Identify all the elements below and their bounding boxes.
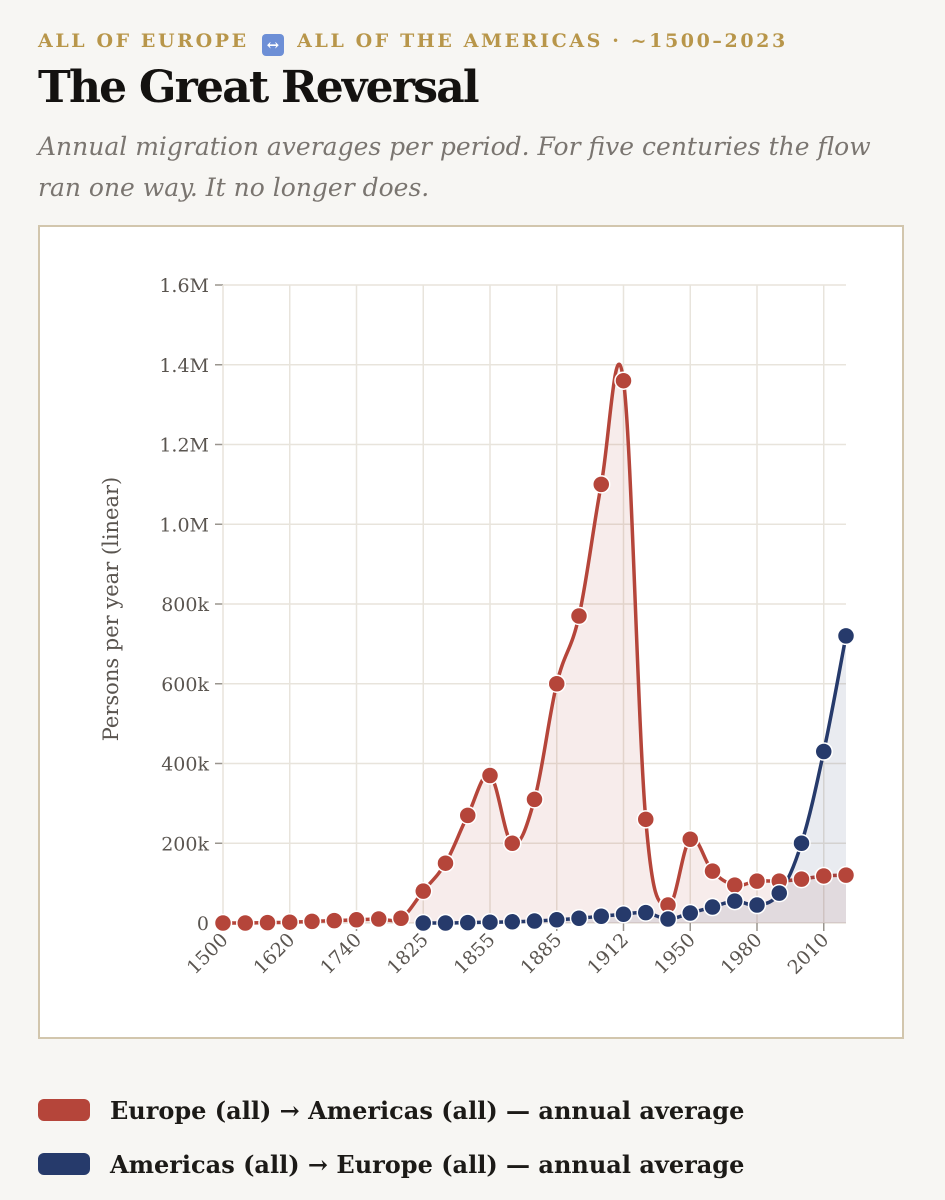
page-title: The Great Reversal xyxy=(38,62,480,113)
data-point-0 xyxy=(458,806,477,825)
data-point-0 xyxy=(681,830,700,849)
data-point-0 xyxy=(792,869,811,889)
x-tick-label: 1855 xyxy=(450,929,500,979)
data-point-1 xyxy=(658,909,678,929)
legend-item-americas-to-europe[interactable]: Americas (all) → Europe (all) — annual a… xyxy=(38,1146,744,1182)
y-tick-label: 0 xyxy=(197,913,209,935)
x-tick-label: 1500 xyxy=(183,929,233,979)
y-tick-label: 600k xyxy=(161,674,209,696)
data-point-0 xyxy=(725,875,744,895)
data-point-1 xyxy=(814,742,833,761)
left-right-arrow-icon: ↔ xyxy=(261,34,284,56)
legend-swatch-europe-to-americas xyxy=(38,1099,90,1121)
data-point-1 xyxy=(725,891,744,911)
data-point-1 xyxy=(525,911,544,931)
data-point-1 xyxy=(503,912,522,932)
data-point-1 xyxy=(636,903,655,922)
x-tick-label: 1885 xyxy=(517,929,567,979)
page-subtitle: Annual migration averages per period. Fo… xyxy=(38,132,871,202)
data-point-0 xyxy=(636,810,655,829)
y-tick-label: 200k xyxy=(161,833,209,855)
y-tick-label: 400k xyxy=(161,754,209,776)
legend-label: Europe (all) → Americas (all) — annual a… xyxy=(110,1095,745,1125)
data-point-1 xyxy=(547,910,566,930)
kicker-right: ALL OF THE AMERICAS · ~1500–2023 xyxy=(297,30,788,52)
x-tick-label: 1912 xyxy=(583,929,633,979)
x-tick-label: 1950 xyxy=(650,929,700,979)
data-point-1 xyxy=(569,908,589,928)
y-tick-label: 1.2M xyxy=(159,435,209,457)
legend-item-europe-to-americas[interactable]: Europe (all) → Americas (all) — annual a… xyxy=(38,1092,744,1128)
data-point-1 xyxy=(436,913,455,933)
data-point-0 xyxy=(213,913,233,933)
data-point-1 xyxy=(747,895,767,915)
y-tick-label: 800k xyxy=(161,594,209,616)
data-point-0 xyxy=(547,674,566,693)
data-point-0 xyxy=(347,910,366,930)
x-tick-label: 1620 xyxy=(250,929,300,979)
data-point-1 xyxy=(836,626,856,646)
data-point-1 xyxy=(458,913,477,932)
data-point-0 xyxy=(369,909,388,929)
legend-swatch-americas-to-europe xyxy=(38,1153,90,1175)
x-tick-label: 1980 xyxy=(717,929,767,979)
data-point-1 xyxy=(770,883,789,903)
y-axis-label: Persons per year (linear) xyxy=(99,477,123,742)
data-point-0 xyxy=(503,834,522,853)
data-point-0 xyxy=(436,853,455,873)
x-tick-label: 1740 xyxy=(316,929,366,979)
data-point-1 xyxy=(592,906,611,926)
data-point-1 xyxy=(480,912,500,932)
chart-container: 0 200k 400k 600k 800k 1.0M 1.2M 1.4M 1.6M 1500 162… xyxy=(38,225,904,1039)
legend-label: Americas (all) → Europe (all) — annual a… xyxy=(110,1149,745,1179)
data-point-1 xyxy=(414,913,433,933)
x-tick-label: 2010 xyxy=(784,929,834,979)
y-tick-label: 1.4M xyxy=(159,355,209,377)
data-point-0 xyxy=(258,913,277,932)
data-point-1 xyxy=(703,897,722,917)
data-point-0 xyxy=(747,871,767,891)
data-point-0 xyxy=(836,865,856,885)
data-point-0 xyxy=(814,866,833,886)
series-area-1 xyxy=(423,635,846,924)
data-point-0 xyxy=(703,861,722,881)
data-point-0 xyxy=(302,912,322,931)
data-point-0 xyxy=(569,606,589,626)
legend: Europe (all) → Americas (all) — annual a… xyxy=(38,1092,744,1200)
migration-line-chart: 0 200k 400k 600k 800k 1.0M 1.2M 1.4M 1.6M 1500 162… xyxy=(99,275,856,979)
data-point-0 xyxy=(236,913,255,933)
data-point-0 xyxy=(280,912,299,932)
kicker-left: ALL OF EUROPE xyxy=(38,30,249,52)
data-point-0 xyxy=(525,790,544,809)
data-point-0 xyxy=(325,911,344,930)
data-point-1 xyxy=(681,903,700,923)
data-point-1 xyxy=(792,834,811,853)
kicker: ALL OF EUROPE ↔ ALL OF THE AMERICAS · ~1… xyxy=(38,30,788,56)
data-point-0 xyxy=(391,908,411,928)
data-point-1 xyxy=(614,904,633,924)
y-tick-label: 1.0M xyxy=(159,514,209,536)
data-point-0 xyxy=(592,475,611,494)
data-point-0 xyxy=(480,766,500,785)
data-point-0 xyxy=(414,881,433,901)
data-point-0 xyxy=(614,371,633,390)
y-tick-label: 1.6M xyxy=(159,275,209,297)
series-area-0 xyxy=(223,364,846,924)
x-tick-label: 1825 xyxy=(383,929,433,979)
